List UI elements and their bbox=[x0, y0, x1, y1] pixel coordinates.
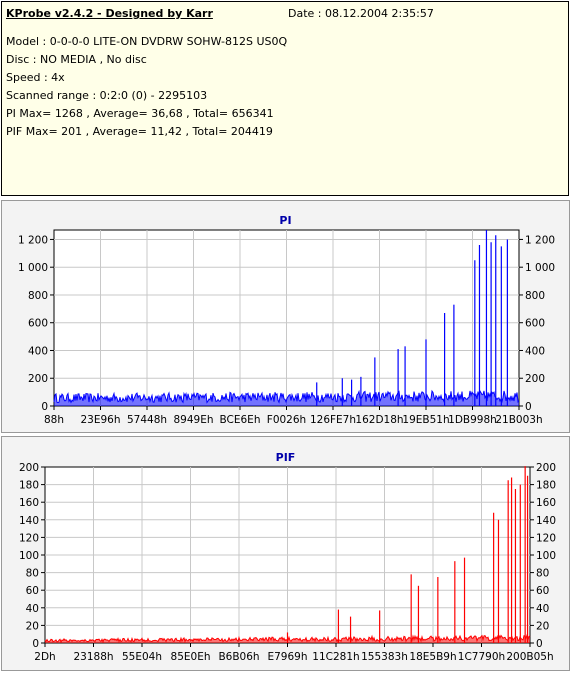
pi-ytick-label-left: 200 bbox=[28, 373, 48, 385]
report-title: KProbe v2.4.2 - Designed by Karr bbox=[6, 7, 213, 20]
pi-xtick-label: 162D18h bbox=[355, 414, 403, 426]
pi-chart: PI 0 0 200 200 400 400 600 600 800 800 1 000 1 000 1 … bbox=[18, 214, 555, 426]
pif-ytick-label-right: 0 bbox=[536, 638, 543, 650]
pi-ytick-label-left: 1 200 bbox=[18, 234, 48, 246]
pif-ytick-label-left: 100 bbox=[19, 550, 39, 562]
pif-ytick-label-right: 200 bbox=[536, 462, 556, 474]
pi-ytick-label-right: 1 200 bbox=[525, 234, 555, 246]
pif-series-area bbox=[45, 635, 530, 643]
pif-xtick-label: 155383h bbox=[361, 651, 408, 663]
pi-ytick-label-left: 600 bbox=[28, 318, 48, 330]
pif-ytick-label-right: 40 bbox=[536, 603, 549, 615]
pi-ytick-label-right: 0 bbox=[525, 401, 532, 413]
pif-ytick-label-left: 120 bbox=[19, 532, 39, 544]
pif-ytick-label-left: 200 bbox=[19, 462, 39, 474]
pi-series-area bbox=[54, 390, 519, 406]
pif-xtick-label: 85E0Eh bbox=[171, 651, 211, 663]
pi-stats: PI Max= 1268 , Average= 36,68 , Total= 6… bbox=[6, 107, 274, 120]
pif-ytick-label-left: 140 bbox=[19, 515, 39, 527]
pi-xtick-label: 8949Eh bbox=[173, 414, 213, 426]
pi-ytick-label-right: 200 bbox=[525, 373, 545, 385]
pif-xtick-label: 1C7790h bbox=[458, 651, 505, 663]
report-date: Date : 08.12.2004 2:35:57 bbox=[288, 7, 434, 20]
pi-xtick-label: BCE6Eh bbox=[220, 414, 261, 426]
pi-ytick-label-right: 600 bbox=[525, 318, 545, 330]
pi-xtick-label: 23E96h bbox=[80, 414, 120, 426]
pif-chart-title: PIF bbox=[276, 451, 296, 464]
pif-ytick-label-right: 20 bbox=[536, 620, 549, 632]
pif-ytick-label-right: 60 bbox=[536, 585, 549, 597]
pif-xtick-label: 18E5B9h bbox=[409, 651, 456, 663]
pif-ytick-label-left: 20 bbox=[26, 620, 39, 632]
pif-xtick-label: E7969h bbox=[267, 651, 307, 663]
pi-xtick-label: 88h bbox=[44, 414, 64, 426]
pi-ytick-label-right: 1 000 bbox=[525, 262, 555, 274]
pif-stats: PIF Max= 201 , Average= 11,42 , Total= 2… bbox=[6, 125, 273, 138]
pif-xtick-label: 200B05h bbox=[506, 651, 553, 663]
pi-ytick-label-left: 1 000 bbox=[18, 262, 48, 274]
pi-ytick-label-left: 0 bbox=[41, 401, 48, 413]
pif-xtick-label: 2Dh bbox=[34, 651, 55, 663]
pif-xtick-label: 11C281h bbox=[312, 651, 359, 663]
pif-ytick-label-left: 60 bbox=[26, 585, 39, 597]
pi-ytick-label-left: 800 bbox=[28, 290, 48, 302]
pi-xtick-label: 126FE7h bbox=[310, 414, 356, 426]
scanned-range: Scanned range : 0:2:0 (0) - 2295103 bbox=[6, 89, 208, 102]
pif-ytick-label-right: 140 bbox=[536, 515, 556, 527]
pif-chart-panel: PIF 0 0 20 20 40 40 60 60 80 80 100 100 120 120 140 140 1… bbox=[1, 436, 570, 671]
pif-ytick-label-left: 160 bbox=[19, 497, 39, 509]
pif-ytick-label-left: 80 bbox=[26, 568, 39, 580]
pif-ytick-label-right: 80 bbox=[536, 568, 549, 580]
scan-speed: Speed : 4x bbox=[6, 71, 65, 84]
pif-xtick-label: 55E04h bbox=[122, 651, 162, 663]
pif-ytick-label-right: 160 bbox=[536, 497, 556, 509]
pi-ytick-label-right: 400 bbox=[525, 345, 545, 357]
pif-ytick-label-right: 180 bbox=[536, 480, 556, 492]
drive-model: Model : 0-0-0-0 LITE-ON DVDRW SOHW-812S … bbox=[6, 35, 288, 48]
pi-chart-title: PI bbox=[279, 214, 291, 227]
pif-ytick-label-left: 180 bbox=[19, 480, 39, 492]
pif-ytick-label-left: 40 bbox=[26, 603, 39, 615]
pi-ytick-label-left: 400 bbox=[28, 345, 48, 357]
pi-xtick-label: 21B003h bbox=[495, 414, 542, 426]
report-info-panel: KProbe v2.4.2 - Designed by Karr Date : … bbox=[1, 1, 569, 196]
pi-chart-panel: PI 0 0 200 200 400 400 600 600 800 800 1 000 1 000 1 … bbox=[1, 200, 570, 433]
pif-xtick-label: B6B06h bbox=[218, 651, 259, 663]
pi-xtick-label: 1DB998h bbox=[448, 414, 497, 426]
pif-ytick-label-left: 0 bbox=[32, 638, 39, 650]
pi-xtick-label: 19EB51h bbox=[402, 414, 449, 426]
disc-info: Disc : NO MEDIA , No disc bbox=[6, 53, 147, 66]
pi-xtick-label: F0026h bbox=[267, 414, 306, 426]
pif-chart: PIF 0 0 20 20 40 40 60 60 80 80 100 100 120 120 140 140 1… bbox=[19, 451, 556, 663]
pif-xtick-label: 23188h bbox=[73, 651, 113, 663]
pi-xtick-label: 57448h bbox=[127, 414, 167, 426]
pif-ytick-label-right: 120 bbox=[536, 532, 556, 544]
pif-ytick-label-right: 100 bbox=[536, 550, 556, 562]
pi-ytick-label-right: 800 bbox=[525, 290, 545, 302]
